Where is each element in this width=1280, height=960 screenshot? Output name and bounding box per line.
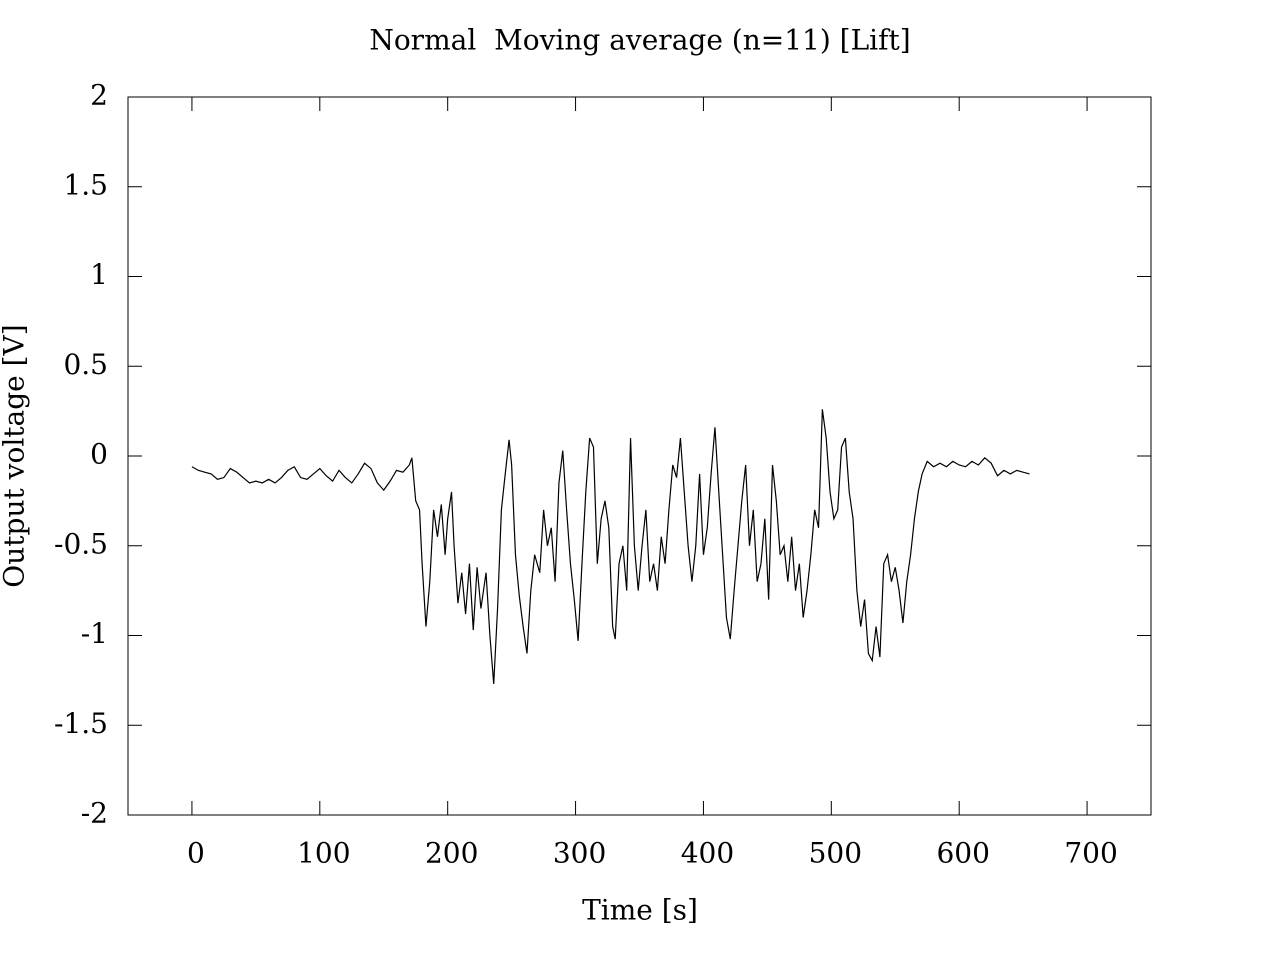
y-tick-label: 2 xyxy=(90,79,108,112)
y-axis-label: Output voltage [V] xyxy=(0,324,31,587)
y-tick-label: 1.5 xyxy=(63,168,108,201)
y-tick-label: -1.5 xyxy=(54,707,108,740)
x-tick-label: 0 xyxy=(187,837,205,870)
plot-frame xyxy=(127,96,1152,816)
data-line xyxy=(191,409,1030,685)
x-tick-label: 300 xyxy=(553,837,606,870)
y-tick-label: 1 xyxy=(90,258,108,291)
y-tick-label: -0.5 xyxy=(54,527,108,560)
y-tick-label: 0.5 xyxy=(63,348,108,381)
x-tick-label: 600 xyxy=(936,837,989,870)
x-tick-label: 100 xyxy=(297,837,350,870)
y-tick-label: -1 xyxy=(81,617,108,650)
x-tick-label: 200 xyxy=(425,837,478,870)
y-tick-label: 0 xyxy=(90,438,108,471)
x-tick-label: 700 xyxy=(1064,837,1117,870)
x-tick-label: 500 xyxy=(809,837,862,870)
y-tick-label: -2 xyxy=(81,797,108,830)
chart-title: Normal Moving average (n=11) [Lift] xyxy=(369,24,910,57)
x-tick-label: 400 xyxy=(681,837,734,870)
x-axis-label: Time [s] xyxy=(582,894,698,927)
